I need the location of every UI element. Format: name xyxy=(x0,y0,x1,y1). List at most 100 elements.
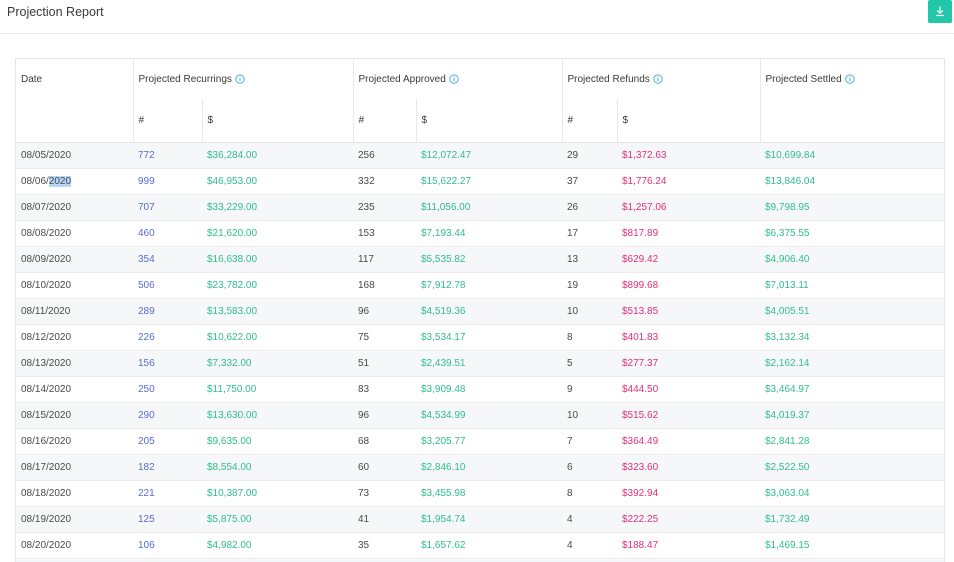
cell-date: 08/17/2020 xyxy=(16,454,133,481)
page-title: Projection Report xyxy=(7,5,104,19)
cell-approved-amount: $1,954.74 xyxy=(416,506,562,533)
cell-refunds-count xyxy=(562,558,617,562)
cell-approved-count: 51 xyxy=(353,350,416,377)
cell-recurrings-amount: $23,782.00 xyxy=(202,272,353,299)
cell-recurrings-count: 125 xyxy=(133,506,202,533)
cell-date xyxy=(16,558,133,562)
cell-recurrings-count: 290 xyxy=(133,402,202,429)
table-row: 08/12/2020 226 $10,622.00 75 $3,534.17 8 $401.… xyxy=(16,324,944,351)
cell-refunds-count: 8 xyxy=(562,480,617,507)
column-header-recurrings-label: Projected Recurrings xyxy=(138,73,232,85)
cell-recurrings-count: 226 xyxy=(133,324,202,351)
download-button[interactable] xyxy=(928,0,952,23)
cell-approved-amount: $15,622.27 xyxy=(416,168,562,195)
cell-recurrings-count: 354 xyxy=(133,246,202,273)
cell-recurrings-amount: $10,387.00 xyxy=(202,480,353,507)
cell-approved-count xyxy=(353,558,416,562)
cell-settled-amount: $1,469.15 xyxy=(760,532,944,559)
cell-approved-count: 168 xyxy=(353,272,416,299)
column-header-settled[interactable]: Projected Settled xyxy=(759,59,944,143)
cell-settled-amount: $2,162.14 xyxy=(760,350,944,377)
cell-date: 08/18/2020 xyxy=(16,480,133,507)
cell-settled-amount: $4,019.37 xyxy=(760,402,944,429)
cell-refunds-amount: $513.85 xyxy=(617,298,760,325)
table-row: 08/05/2020 772 $36,284.00 256 $12,072.47 29 $1… xyxy=(16,142,944,169)
column-header-refunds[interactable]: Projected Refunds xyxy=(561,59,760,99)
cell-refunds-amount: $629.42 xyxy=(617,246,760,273)
cell-refunds-count: 7 xyxy=(562,428,617,455)
info-icon[interactable] xyxy=(653,73,663,84)
table-row: 08/13/2020 156 $7,332.00 51 $2,439.51 5 $277.3… xyxy=(16,350,944,377)
cell-refunds-count: 29 xyxy=(562,142,617,169)
cell-recurrings-amount: $7,332.00 xyxy=(202,350,353,377)
cell-recurrings-count: 460 xyxy=(133,220,202,247)
cell-approved-amount: $12,072.47 xyxy=(416,142,562,169)
cell-recurrings-amount: $16,638.00 xyxy=(202,246,353,273)
cell-settled-amount: $3,132.34 xyxy=(760,324,944,351)
cell-approved-count: 41 xyxy=(353,506,416,533)
cell-approved-amount: $4,534.99 xyxy=(416,402,562,429)
cell-refunds-amount: $817.89 xyxy=(617,220,760,247)
cell-approved-count: 235 xyxy=(353,194,416,221)
cell-date: 08/13/2020 xyxy=(16,350,133,377)
cell-approved-amount: $1,657.62 xyxy=(416,532,562,559)
info-icon[interactable] xyxy=(845,74,855,84)
cell-recurrings-count xyxy=(133,558,202,562)
cell-recurrings-amount: $10,622.00 xyxy=(202,324,353,351)
table-row: 08/15/2020 290 $13,630.00 96 $4,534.99 10 $515… xyxy=(16,402,944,429)
cell-refunds-count: 19 xyxy=(562,272,617,299)
column-header-approved-label: Projected Approved xyxy=(358,73,446,85)
cell-date: 08/06/2020 xyxy=(16,168,133,195)
column-header-recurrings[interactable]: Projected Recurrings xyxy=(132,59,353,99)
cell-approved-amount: $7,912.78 xyxy=(416,272,562,299)
subheader-approved-count: # xyxy=(352,99,416,143)
cell-recurrings-count: 707 xyxy=(133,194,202,221)
cell-recurrings-count: 999 xyxy=(133,168,202,195)
cell-settled-amount: $4,906.40 xyxy=(760,246,944,273)
subheader-recurrings-count: # xyxy=(132,99,202,143)
cell-approved-count: 75 xyxy=(353,324,416,351)
table-row: 08/14/2020 250 $11,750.00 83 $3,909.48 9 $444.… xyxy=(16,376,944,403)
cell-approved-amount: $3,909.48 xyxy=(416,376,562,403)
cell-approved-count: 256 xyxy=(353,142,416,169)
info-icon[interactable] xyxy=(449,73,459,84)
cell-date: 08/14/2020 xyxy=(16,376,133,403)
cell-refunds-amount: $222.25 xyxy=(617,506,760,533)
table-row: 08/16/2020 205 $9,635.00 68 $3,205.77 7 $364.4… xyxy=(16,428,944,455)
cell-settled-amount: $2,841.28 xyxy=(760,428,944,455)
table-row: 08/18/2020 221 $10,387.00 73 $3,455.98 8 $392.… xyxy=(16,480,944,507)
cell-approved-amount: $4,519.36 xyxy=(416,298,562,325)
cell-recurrings-count: 156 xyxy=(133,350,202,377)
cell-recurrings-count: 772 xyxy=(133,142,202,169)
cell-refunds-count: 4 xyxy=(562,532,617,559)
cell-recurrings-count: 506 xyxy=(133,272,202,299)
cell-refunds-amount: $323.60 xyxy=(617,454,760,481)
cell-settled-amount xyxy=(760,558,944,562)
cell-date: 08/10/2020 xyxy=(16,272,133,299)
table-row: 08/17/2020 182 $8,554.00 60 $2,846.10 6 $323.6… xyxy=(16,454,944,481)
cell-refunds-amount: $401.83 xyxy=(617,324,760,351)
cell-settled-amount: $3,063.04 xyxy=(760,480,944,507)
cell-recurrings-amount: $9,635.00 xyxy=(202,428,353,455)
cell-approved-amount: $2,439.51 xyxy=(416,350,562,377)
cell-refunds-count: 4 xyxy=(562,506,617,533)
cell-refunds-amount: $1,257.06 xyxy=(617,194,760,221)
cell-refunds-amount: $1,372.63 xyxy=(617,142,760,169)
cell-approved-count: 35 xyxy=(353,532,416,559)
cell-recurrings-amount: $46,953.00 xyxy=(202,168,353,195)
column-header-date[interactable]: Date xyxy=(16,59,133,143)
cell-recurrings-count: 182 xyxy=(133,454,202,481)
column-header-refunds-label: Projected Refunds xyxy=(567,73,650,85)
cell-approved-amount xyxy=(416,558,562,562)
cell-date: 08/16/2020 xyxy=(16,428,133,455)
column-header-approved[interactable]: Projected Approved xyxy=(352,59,562,99)
cell-approved-count: 60 xyxy=(353,454,416,481)
cell-recurrings-amount: $11,750.00 xyxy=(202,376,353,403)
cell-settled-amount: $10,699.84 xyxy=(760,142,944,169)
cell-recurrings-count: 289 xyxy=(133,298,202,325)
cell-date: 08/07/2020 xyxy=(16,194,133,221)
cell-recurrings-amount: $13,630.00 xyxy=(202,402,353,429)
subheader-refunds-count: # xyxy=(561,99,617,143)
info-icon[interactable] xyxy=(235,73,245,84)
cell-approved-amount: $11,056.00 xyxy=(416,194,562,221)
